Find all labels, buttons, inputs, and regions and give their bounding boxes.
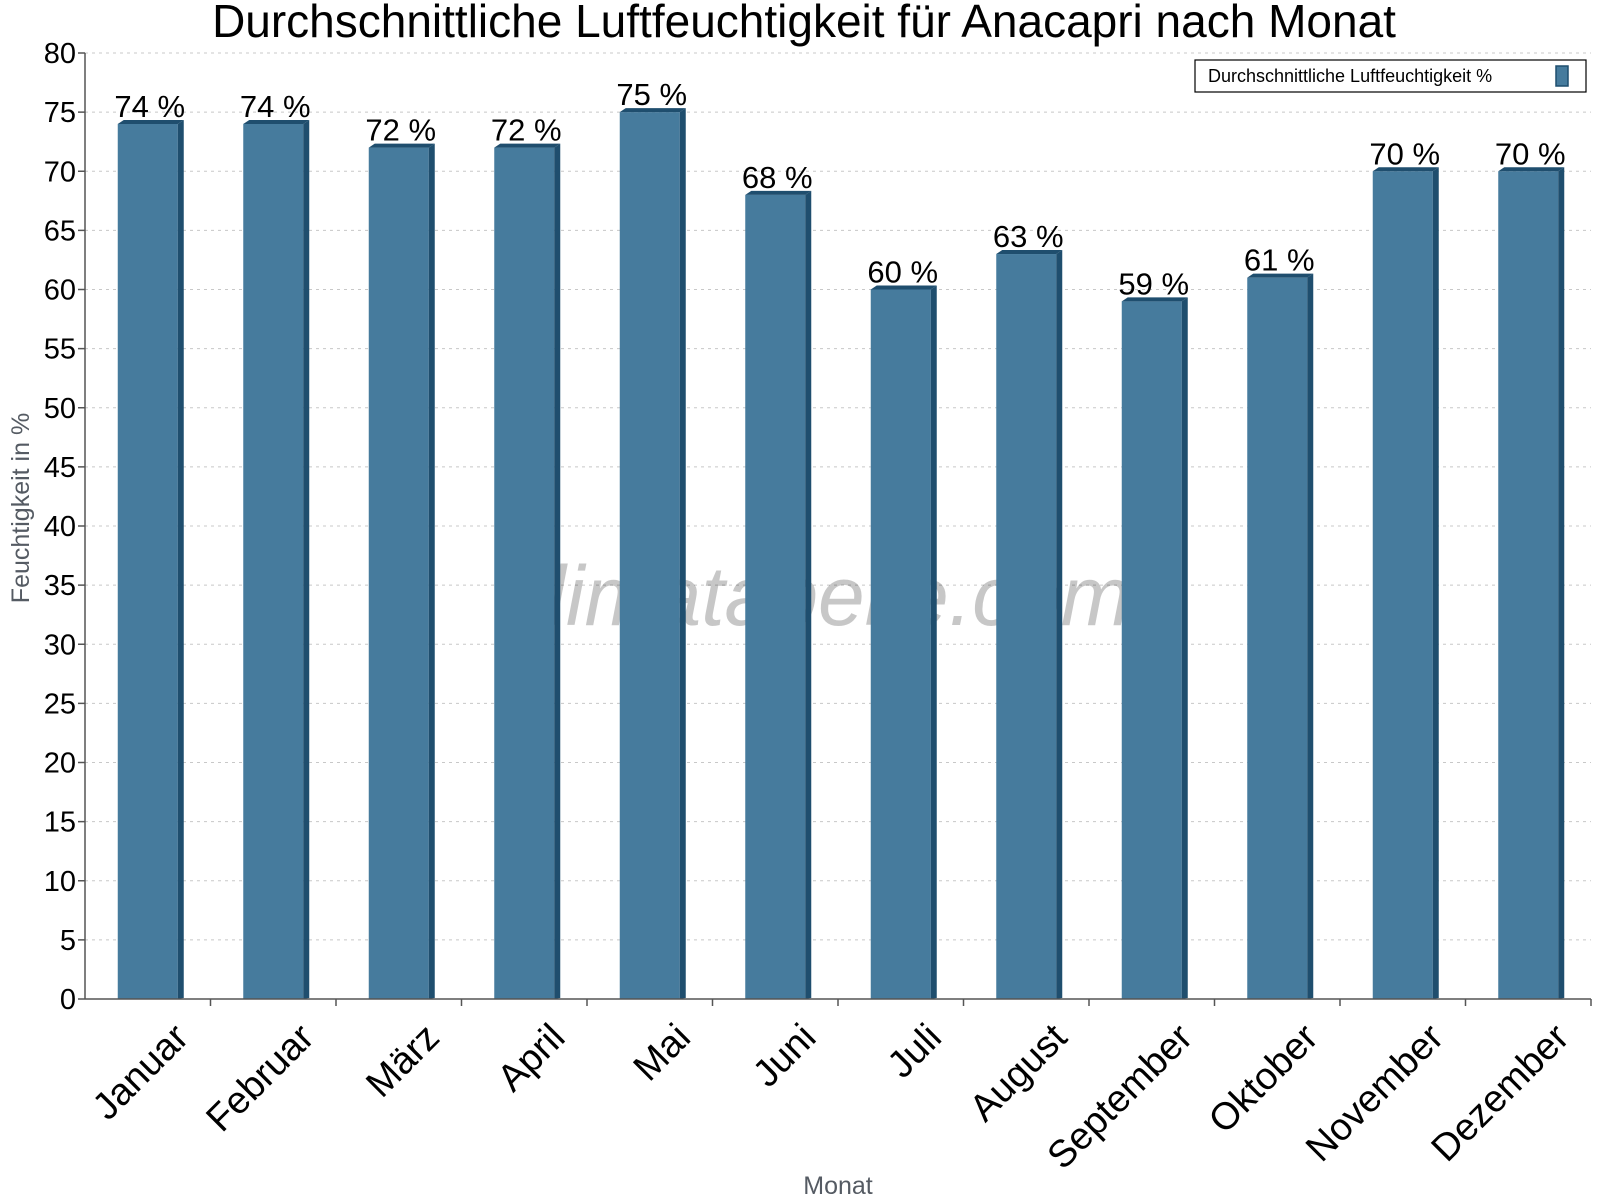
y-tick-label: 55 (44, 334, 76, 366)
data-labels: 74 % 74 % 72 % 72 % 75 % 68 % 60 % 63 % 59 % 61 %… (114, 77, 1565, 301)
y-tick-label: 60 (44, 275, 76, 307)
bar-september (1121, 297, 1188, 999)
legend-box (1194, 59, 1587, 93)
bar-side (1558, 167, 1565, 999)
bar-side (428, 143, 435, 1000)
bar-top (494, 143, 561, 148)
bar-side (1056, 250, 1063, 999)
x-tick-label: Juni (745, 1016, 824, 1095)
y-tick-label: 75 (44, 97, 76, 129)
bar-top (1121, 297, 1188, 302)
bar-top (870, 285, 937, 290)
data-label: 68 % (742, 160, 813, 195)
data-label: 61 % (1244, 243, 1315, 278)
bar-top (745, 190, 812, 195)
y-tick-label: 45 (44, 452, 76, 484)
bar-februar (243, 119, 310, 999)
data-label: 74 % (240, 89, 311, 124)
x-tick-label: Januar (85, 1016, 197, 1128)
bars (117, 108, 1565, 1000)
y-tick-label: 20 (44, 748, 76, 780)
bar-side (303, 119, 310, 999)
grid-lines (85, 52, 1591, 941)
bar-oktober (1247, 273, 1314, 999)
bar-april (494, 143, 561, 1000)
x-tick-label: Februar (198, 1016, 322, 1140)
bar-side (1181, 297, 1188, 999)
bar-face (1121, 301, 1182, 999)
legend-swatch (1555, 65, 1569, 87)
bar-top (368, 143, 435, 148)
y-tick-label: 30 (44, 629, 76, 661)
legend: Durchschnittliche Luftfeuchtigkeit % (1194, 59, 1587, 93)
bar-face (1372, 171, 1433, 999)
bar-face (996, 254, 1057, 999)
legend-label: Durchschnittliche Luftfeuchtigkeit % (1208, 66, 1492, 86)
bar-top (619, 108, 686, 113)
bar-face (368, 147, 429, 1000)
bar-face (243, 123, 304, 999)
y-tick-label: 10 (44, 866, 76, 898)
y-tick-label: 5 (60, 925, 76, 957)
y-tick-label: 25 (44, 688, 76, 720)
x-axis-label: Monat (803, 1172, 873, 1200)
bar-side (177, 119, 184, 999)
x-tick-label: Juli (880, 1016, 950, 1086)
x-tick-label: Mai (626, 1016, 699, 1089)
data-label: 70 % (1369, 136, 1440, 171)
x-tick-label: Dezember (1424, 1016, 1578, 1170)
bar-juli (870, 285, 937, 999)
x-tick-label: März (358, 1016, 447, 1105)
bar-dezember (1498, 167, 1565, 999)
bar-face (745, 194, 806, 999)
bar-top (243, 119, 310, 124)
y-tick-label: 50 (44, 393, 76, 425)
data-label: 60 % (867, 255, 938, 290)
y-tick-label: 70 (44, 156, 76, 188)
bar-side (679, 108, 686, 999)
data-label: 74 % (114, 89, 185, 124)
bar-mai (619, 108, 686, 999)
y-tick-label: 15 (44, 807, 76, 839)
y-tick-label: 40 (44, 511, 76, 543)
y-axis-label: Feuchtigkeit in % (7, 413, 35, 603)
bar-märz (368, 143, 435, 1000)
data-label: 72 % (491, 113, 562, 148)
data-label: 75 % (616, 77, 687, 112)
bar-side (930, 285, 937, 999)
bar-top (1372, 167, 1439, 172)
x-tick-label: Oktober (1201, 1016, 1327, 1142)
bar-top (1247, 273, 1314, 278)
y-tick-label: 35 (44, 570, 76, 602)
y-tick-label: 80 (44, 38, 76, 70)
bar-top (117, 119, 184, 124)
bar-side (805, 190, 812, 999)
bar-face (117, 123, 178, 999)
bar-face (870, 289, 931, 999)
bar-januar (117, 119, 184, 999)
bar-november (1372, 167, 1439, 999)
bar-side (1307, 273, 1314, 999)
x-tick-label: August (962, 1016, 1076, 1130)
chart-title: Durchschnittliche Luftfeuchtigkeit für A… (212, 0, 1396, 47)
bar-face (1247, 277, 1308, 999)
bar-side (554, 143, 561, 1000)
bar-face (1498, 171, 1559, 999)
y-tick-label: 0 (60, 984, 76, 1016)
bar-side (1432, 167, 1439, 999)
bar-face (494, 147, 555, 1000)
bar-top (996, 250, 1063, 255)
data-label: 70 % (1495, 136, 1566, 171)
x-tick-label: April (490, 1016, 573, 1099)
bar-face (619, 112, 680, 999)
data-label: 72 % (365, 113, 436, 148)
y-tick-label: 65 (44, 215, 76, 247)
bar-juni (745, 190, 812, 999)
data-label: 59 % (1118, 266, 1189, 301)
data-label: 63 % (993, 219, 1064, 254)
bar-august (996, 250, 1063, 999)
bar-top (1498, 167, 1565, 172)
